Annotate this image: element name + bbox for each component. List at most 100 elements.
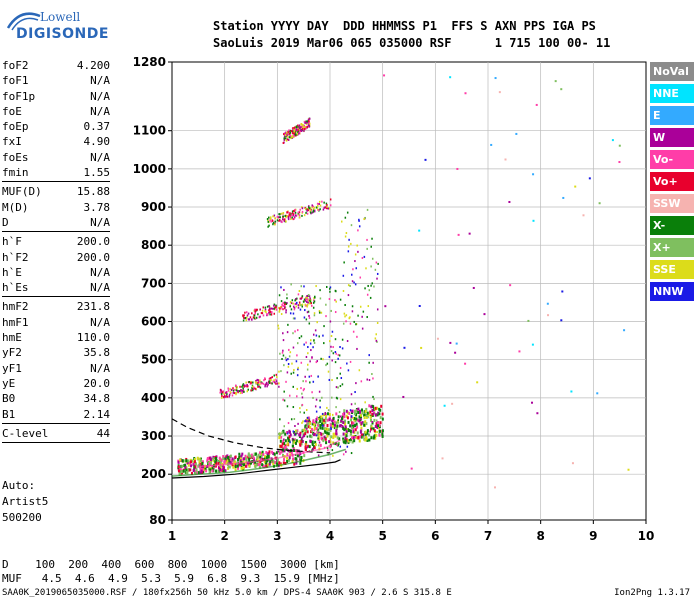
echo-dot (269, 310, 272, 313)
echo-dot (363, 255, 366, 258)
echo-dot (508, 200, 511, 203)
echo-dot (221, 391, 223, 394)
echo-dot (359, 430, 362, 434)
echo-dot (279, 307, 281, 310)
echo-dot (286, 371, 289, 374)
echo-dot (371, 237, 373, 240)
echo-dot (310, 374, 313, 377)
echo-dot (297, 130, 300, 133)
echo-dot (261, 450, 264, 454)
echo-dot (266, 313, 268, 316)
param-row: h`E N/A (2, 265, 110, 280)
echo-dot (322, 439, 325, 443)
echo-dot (342, 453, 345, 456)
echo-dot (326, 447, 329, 450)
echo-dot (275, 451, 278, 455)
echo-dot (291, 136, 293, 139)
param-name: h`F (2, 235, 22, 249)
echo-dot (294, 208, 296, 211)
echo-dot (234, 465, 237, 469)
echo-dot (342, 427, 345, 431)
echo-dot (239, 392, 242, 395)
param-row: foE N/A (2, 104, 110, 119)
echo-dot (210, 461, 213, 465)
echo-dot (301, 214, 303, 217)
echo-dot (270, 311, 273, 314)
echo-dot (333, 420, 336, 424)
echo-dot (345, 450, 347, 453)
echo-dot (286, 331, 289, 334)
echo-dot (351, 310, 354, 313)
echo-dot (305, 127, 308, 130)
echo-dot (239, 459, 242, 463)
y-tick-label: 700 (141, 276, 166, 290)
echo-dot (280, 450, 283, 454)
echo-dot (314, 443, 317, 447)
echo-dot (368, 433, 371, 437)
echo-dot (366, 378, 368, 381)
echo-dot (265, 462, 268, 466)
echo-dot (618, 161, 621, 164)
echo-dot (287, 432, 289, 435)
echo-dot (268, 309, 270, 312)
echo-dot (319, 204, 322, 207)
echo-dot (317, 454, 320, 457)
param-name: foE (2, 104, 22, 118)
echo-dot (327, 370, 330, 373)
echo-dot (294, 299, 296, 302)
x-tick-label: 6 (431, 529, 439, 543)
echo-dot (229, 387, 231, 390)
echo-dot (330, 435, 333, 439)
echo-dot (275, 378, 277, 381)
echo-dot (329, 438, 332, 441)
echo-dot (300, 285, 303, 288)
echo-dot (278, 218, 281, 221)
echo-dot (283, 288, 285, 291)
echo-dot (184, 463, 187, 467)
echo-dot (443, 404, 446, 407)
echo-dot (329, 320, 332, 323)
echo-dot (375, 333, 377, 336)
echo-dot (339, 385, 342, 388)
echo-dot (304, 424, 307, 428)
echo-dot (233, 392, 236, 395)
echo-dot (361, 315, 363, 318)
echo-dot (347, 294, 350, 297)
echo-dot (242, 384, 244, 387)
echo-dot (255, 316, 258, 319)
x-tick-label: 3 (273, 529, 281, 543)
echo-dot (259, 379, 261, 382)
echo-dot (354, 402, 356, 405)
echo-dot (267, 452, 270, 456)
echo-dot (316, 416, 318, 419)
echo-dot (348, 439, 351, 443)
echo-dot (246, 385, 249, 388)
echo-dot (214, 460, 217, 464)
echo-dot (375, 433, 378, 437)
echo-dot (202, 470, 205, 474)
param-value: N/A (90, 315, 110, 329)
echo-dot (351, 421, 354, 425)
echo-dot (321, 412, 324, 415)
echo-dot (229, 454, 232, 458)
echo-dot (215, 469, 218, 473)
echo-dot (269, 219, 271, 222)
echo-dot (330, 335, 333, 338)
echo-dot (300, 129, 302, 132)
echo-dot (232, 389, 235, 392)
echo-dot (334, 338, 337, 341)
echo-dot (289, 351, 292, 354)
echo-dot (339, 424, 342, 428)
echo-dot (315, 410, 318, 413)
echo-dot (370, 405, 373, 409)
param-row: fmin 1.55 (2, 165, 110, 180)
echo-dot (367, 305, 370, 308)
echo-dot (185, 459, 188, 463)
echo-dot (288, 456, 291, 460)
echo-dot (325, 441, 328, 445)
legend-item-e: E (650, 106, 694, 125)
echo-dot (335, 421, 338, 425)
echo-dot (292, 302, 294, 305)
echo-dot (228, 395, 231, 398)
echo-dot (310, 208, 312, 211)
